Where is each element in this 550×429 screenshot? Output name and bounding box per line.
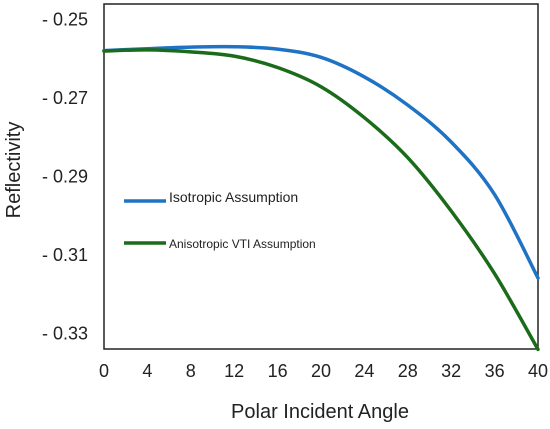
legend-label-2: Anisotropic VTI Assumption — [169, 237, 316, 251]
x-tick-label: 20 — [311, 361, 331, 381]
x-tick-label: 40 — [528, 361, 548, 381]
x-tick-label: 8 — [186, 361, 196, 381]
x-tick-label: 0 — [99, 361, 109, 381]
x-tick-label: 4 — [142, 361, 152, 381]
series-line-1 — [102, 44, 540, 280]
x-axis-label: Polar Incident Angle — [231, 401, 409, 423]
x-tick-label: 36 — [485, 361, 505, 381]
series-line-2 — [102, 48, 540, 352]
x-tick-label: 16 — [268, 361, 288, 381]
x-tick-label: 32 — [441, 361, 461, 381]
axis-ticks: 0 4 8 12 16 20 24 28 32 36 40 - 0.25 - 0.27 - 0.29 - 0… — [42, 10, 548, 381]
plot-frame — [103, 3, 539, 350]
x-tick-label: 24 — [354, 361, 374, 381]
plot-axes — [103, 3, 539, 350]
y-tick-label: - 0.29 — [42, 167, 88, 187]
x-tick-label: 28 — [398, 361, 418, 381]
y-tick-label: - 0.27 — [42, 88, 88, 108]
y-tick-label: - 0.25 — [42, 10, 88, 30]
legend: Isotropic Assumption Anisotropic VTI Assu… — [124, 189, 316, 251]
y-axis-label: Reflectivity — [3, 122, 25, 219]
x-tick-label: 12 — [224, 361, 244, 381]
legend-label-1: Isotropic Assumption — [169, 189, 298, 205]
y-tick-label: - 0.33 — [42, 323, 88, 343]
series-lines — [102, 44, 540, 352]
y-tick-label: - 0.31 — [42, 245, 88, 265]
